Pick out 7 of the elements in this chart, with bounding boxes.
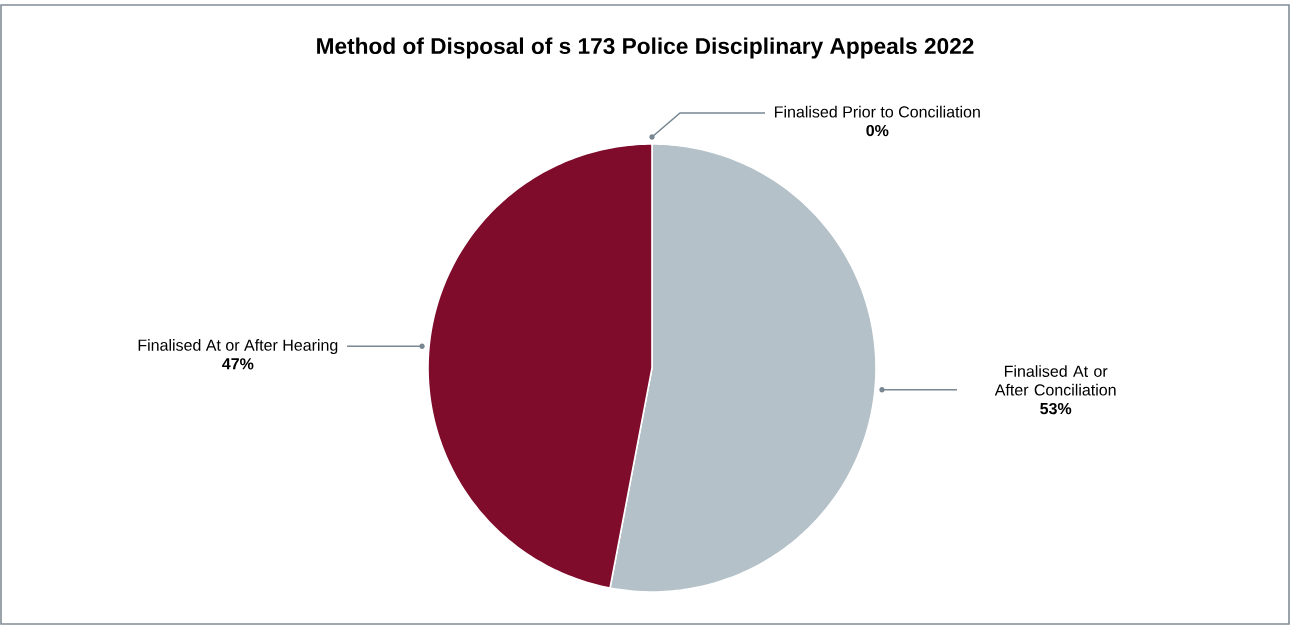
data-label: 53% <box>1040 402 1072 415</box>
slice-label: Finalised At or After Conciliation <box>994 365 1116 396</box>
category-label: Finalised Prior to Conciliation <box>775 105 980 118</box>
chart-title: Method of Disposal of s 173 Police Disciplinary Appeals 2022 <box>317 37 974 59</box>
slice-label: Finalised At or After Hearing <box>138 339 338 354</box>
text: 0% <box>866 124 889 137</box>
data-label: 47% <box>222 358 254 370</box>
